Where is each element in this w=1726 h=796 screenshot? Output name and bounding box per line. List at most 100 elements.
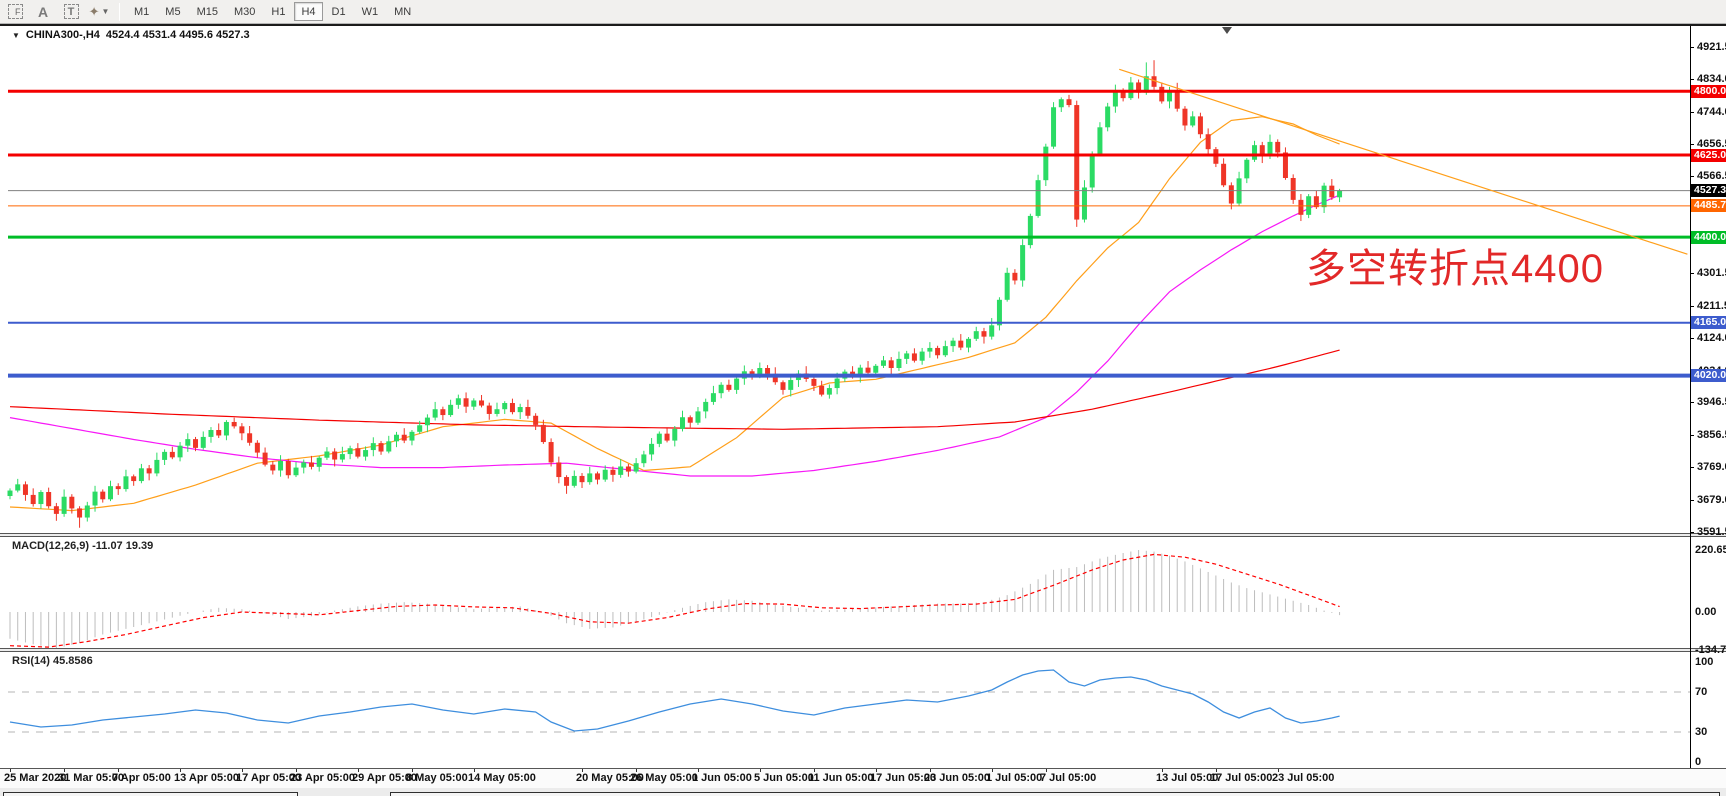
ma-mid-magenta	[9, 194, 1340, 477]
time-axis[interactable]: 25 Mar 2020 31 Mar 05:00 7 Apr 05:00 13 Apr…	[0, 768, 1726, 788]
date-label: 1 Jul 05:00	[986, 772, 1043, 784]
rsi-panel-canvas[interactable]	[0, 652, 1690, 768]
timeframe-button-h1[interactable]: H1	[271, 5, 286, 18]
main-chart-canvas[interactable]	[0, 26, 1690, 533]
cursor-tool-icon: F	[7, 4, 23, 19]
macd-indicator-label: MACD(12,26,9) -11.07 19.39	[12, 540, 154, 552]
rsi-axis-label: 100	[1695, 656, 1714, 668]
date-label: 20 May 05:00	[576, 772, 644, 784]
toolbar-separator	[119, 2, 120, 21]
price-tick-label: 4301.5	[1697, 267, 1726, 279]
price-tick-label: 3856.5	[1697, 429, 1726, 441]
bottom-tab[interactable]	[390, 792, 1720, 796]
price-badge-4625.0: 4625.0	[1691, 149, 1726, 162]
macd-axis-label: 220.65	[1695, 544, 1726, 556]
chevron-down-icon: ▼	[101, 7, 110, 16]
price-tick-mark	[1690, 144, 1694, 145]
chart-top-border	[0, 24, 1726, 26]
macd-panel-canvas[interactable]	[0, 537, 1690, 648]
text-a-tool-button[interactable]: A	[32, 2, 54, 22]
timeframe-button-w1[interactable]: W1	[361, 5, 379, 18]
price-tick-mark	[1690, 112, 1694, 113]
macd-axis-label: -134.76	[1695, 644, 1726, 656]
bottom-tab[interactable]	[3, 792, 298, 796]
chart-text-annotation[interactable]: 多空转折点4400	[1306, 247, 1604, 291]
price-tick-mark	[1690, 402, 1694, 403]
price-tick-label: 4211.5	[1697, 300, 1726, 312]
date-tick-mark	[760, 769, 761, 772]
date-label: 8 May 05:00	[406, 772, 468, 784]
price-tick-label: 3769.0	[1697, 461, 1726, 473]
price-tick-label: 4656.5	[1697, 138, 1726, 150]
date-tick-mark	[180, 769, 181, 772]
rsi-indicator-label: RSI(14) 45.8586	[12, 655, 93, 667]
timeframe-button-d1[interactable]: D1	[331, 5, 346, 18]
date-label: 7 Apr 05:00	[112, 772, 171, 784]
price-scale-border	[1690, 26, 1691, 768]
price-tick-label: 3946.5	[1697, 396, 1726, 408]
price-tick-label: 3591.5	[1697, 526, 1726, 538]
date-label: 13 Jul 05:00	[1156, 772, 1219, 784]
macd-splitter[interactable]	[0, 533, 1726, 537]
date-label: 11 Jun 05:00	[808, 772, 874, 784]
date-tick-mark	[698, 769, 699, 772]
date-label: 5 Jun 05:00	[754, 772, 814, 784]
date-label: 23 Jun 05:00	[924, 772, 991, 784]
date-tick-mark	[474, 769, 475, 772]
macd-signal-line	[9, 553, 1340, 648]
date-tick-mark	[1162, 769, 1163, 772]
date-tick-mark	[118, 769, 119, 772]
timeframe-group: M1 M5 M15 M30 H1 H4 D1 W1 MN	[127, 2, 420, 21]
price-tick-label: 4124.0	[1697, 332, 1726, 344]
date-tick-mark	[64, 769, 65, 772]
timeframe-button-m30[interactable]: M30	[233, 5, 256, 18]
price-tick-mark	[1690, 467, 1694, 468]
rsi-line	[9, 669, 1340, 732]
rsi-axis-label: 30	[1695, 726, 1708, 738]
date-label: 17 Jun 05:00	[870, 772, 937, 784]
price-badge-4020.0: 4020.0	[1691, 369, 1726, 382]
rsi-axis-label: 0	[1695, 756, 1702, 768]
price-tick-mark	[1690, 500, 1694, 501]
shapes-tool-button[interactable]: ✦ ▼	[88, 2, 110, 22]
text-box-tool-button[interactable]: T	[60, 2, 82, 22]
rsi-axis-label: 70	[1695, 686, 1708, 698]
timeframe-button-m15[interactable]: M15	[196, 5, 218, 18]
price-tick-mark	[1690, 435, 1694, 436]
cursor-tool-button[interactable]: F	[4, 2, 26, 22]
date-label: 31 Mar 05:00	[58, 772, 125, 784]
price-badge-4165.0: 4165.0	[1691, 316, 1726, 329]
price-tick-label: 4834.0	[1697, 73, 1726, 85]
date-tick-mark	[992, 769, 993, 772]
date-tick-mark	[412, 769, 413, 772]
date-label: 23 Apr 05:00	[290, 772, 356, 784]
bottom-tab-strip	[0, 788, 1726, 796]
chart-title: ▼ CHINA300-,H4 4524.4 4531.4 4495.6 4527…	[12, 29, 250, 41]
top-toolbar: F A T ✦ ▼ M1 M5 M15 M30 H1 H4 D1 W1 MN	[0, 0, 1726, 24]
chart-shift-marker-icon[interactable]	[1222, 27, 1232, 34]
ma-fast-orange	[9, 116, 1340, 512]
date-label: 25 Mar 2020	[4, 772, 67, 784]
price-tick-mark	[1690, 79, 1694, 80]
ohlc-values: 4524.4 4531.4 4495.6 4527.3	[105, 29, 250, 41]
date-tick-mark	[1278, 769, 1279, 772]
price-badge-4800.0: 4800.0	[1691, 85, 1726, 98]
letter-a-icon: A	[37, 3, 49, 20]
date-tick-mark	[358, 769, 359, 772]
date-tick-mark	[930, 769, 931, 772]
price-tick-label: 4744.0	[1697, 106, 1726, 118]
rsi-splitter[interactable]	[0, 648, 1726, 652]
chart-menu-caret-icon[interactable]: ▼	[12, 30, 20, 40]
date-tick-mark	[814, 769, 815, 772]
timeframe-button-mn[interactable]: MN	[394, 5, 412, 18]
date-tick-mark	[296, 769, 297, 772]
date-label: 17 Jul 05:00	[1210, 772, 1273, 784]
price-tick-mark	[1690, 273, 1694, 274]
timeframe-button-m1[interactable]: M1	[134, 5, 150, 18]
descending-trendline	[1119, 68, 1688, 255]
timeframe-button-h4[interactable]: H4	[294, 2, 323, 21]
price-tick-label: 4566.5	[1697, 170, 1726, 182]
timeframe-button-m5[interactable]: M5	[165, 5, 181, 18]
date-label: 1 Jun 05:00	[692, 772, 752, 784]
price-tick-mark	[1690, 532, 1694, 533]
